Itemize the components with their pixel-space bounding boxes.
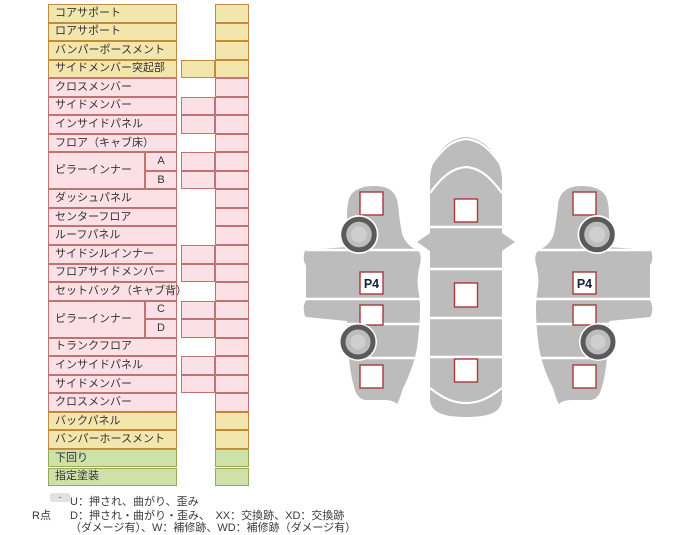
svg-text:P4: P4 xyxy=(364,277,379,291)
svg-text:P4: P4 xyxy=(577,277,592,291)
